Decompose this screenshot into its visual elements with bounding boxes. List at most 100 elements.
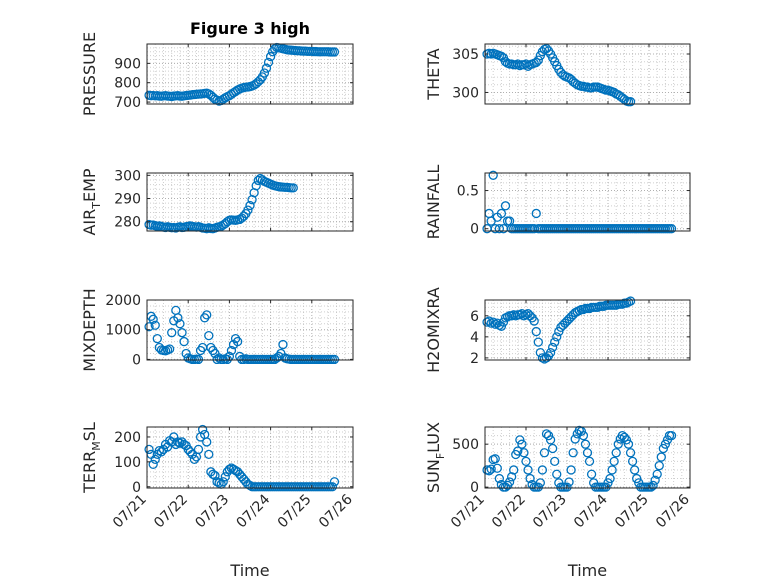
grid (484, 44, 691, 104)
x-tick-label: 07/21 (110, 492, 150, 532)
y-axis-label-main: AIR (80, 209, 99, 236)
plot-area (484, 172, 691, 232)
data-point (288, 183, 298, 193)
data-point (523, 465, 533, 475)
data-point (564, 477, 574, 487)
data-point (152, 333, 162, 344)
data-point (494, 224, 505, 234)
data-point (623, 439, 634, 449)
data-point (204, 330, 214, 341)
x-tick-label: 07/21 (448, 492, 488, 532)
data-point (650, 475, 660, 485)
data-point (486, 464, 496, 474)
y-tick-label: 2 (470, 351, 479, 367)
series-markers (144, 305, 340, 365)
data-point (494, 473, 505, 484)
axes-frame (146, 426, 354, 489)
y-axis-label: SUNFLUX (424, 422, 447, 493)
y-tick-label: 0 (132, 480, 141, 496)
data-point (175, 319, 185, 329)
data-point (656, 452, 666, 462)
data-point (666, 430, 677, 441)
data-point (500, 201, 511, 211)
data-point (259, 68, 270, 78)
data-point (173, 313, 183, 323)
data-point (605, 473, 615, 484)
data-point (654, 461, 664, 471)
x-tick-label: 07/23 (192, 492, 232, 532)
x-tick-label: 07/26 (316, 491, 356, 531)
data-point (515, 435, 525, 445)
data-point (150, 454, 160, 465)
data-point (632, 473, 642, 484)
data-point (539, 448, 550, 458)
data-point (529, 316, 539, 326)
data-point (537, 465, 548, 475)
data-point (531, 208, 541, 219)
data-point (531, 57, 541, 68)
data-point (204, 449, 214, 460)
axes-frame (146, 43, 354, 105)
data-point (621, 435, 632, 445)
axes-frame (484, 299, 691, 361)
data-point (584, 456, 595, 467)
data-point (220, 472, 230, 482)
y-axis-label-main: RAINFALL (424, 165, 443, 240)
data-point (646, 482, 656, 492)
series-markers (482, 43, 636, 107)
data-point (533, 55, 543, 65)
data-point (496, 208, 507, 219)
data-point (265, 51, 276, 62)
data-point (521, 456, 531, 467)
data-point (327, 482, 338, 492)
subplot-theta: 300 305 THETA (424, 43, 691, 107)
data-point (278, 339, 288, 350)
data-point (625, 97, 636, 107)
data-point (625, 296, 636, 306)
y-axis-label-main: TERR (80, 451, 99, 494)
data-point (517, 439, 527, 449)
data-point (154, 446, 165, 456)
y-axis-label-rest: SL (80, 422, 99, 441)
data-point (545, 347, 556, 358)
data-point (607, 465, 617, 475)
y-tick-label: 100 (114, 455, 141, 471)
y-axis-label: RAINFALL (424, 165, 443, 240)
y-tick-label: 0 (132, 352, 141, 368)
data-point (619, 432, 630, 442)
x-tick-label: 07/26 (653, 491, 693, 531)
series-markers (144, 424, 340, 492)
x-tick-label: 07/25 (612, 492, 652, 532)
data-point (329, 47, 340, 57)
subplot-sun-flux: 0 500 07/21 07/22 07/23 07/24 07/25 07/26 Time SU… (424, 422, 693, 580)
y-tick-label: 0 (470, 480, 479, 496)
data-point (255, 75, 265, 85)
y-axis-label-rest: LUX (424, 422, 443, 453)
data-point (580, 439, 591, 449)
data-point (243, 205, 253, 215)
x-tick-label: 07/24 (234, 491, 274, 531)
axes-frame (484, 43, 691, 105)
y-tick-label: 6 (470, 309, 479, 325)
y-tick-label: 300 (452, 85, 479, 101)
data-point (144, 444, 154, 455)
subplot-terr-msl: 0 100 200 07/21 07/22 07/23 07/24 07/25 07/26 Tim… (80, 422, 356, 580)
data-point (531, 326, 541, 337)
data-point (535, 347, 545, 358)
data-point (224, 464, 235, 474)
data-point (179, 336, 189, 347)
data-point (226, 345, 237, 356)
data-point (492, 463, 502, 473)
data-point (552, 469, 562, 479)
data-point (613, 439, 623, 449)
data-point (490, 454, 500, 464)
data-point (185, 447, 195, 457)
y-axis-label: TERRMSL (80, 422, 103, 494)
series-markers (144, 173, 298, 234)
data-point (329, 477, 340, 487)
data-point (251, 181, 261, 191)
y-tick-label: 900 (114, 56, 141, 72)
data-point (165, 344, 175, 354)
data-point (562, 482, 572, 492)
